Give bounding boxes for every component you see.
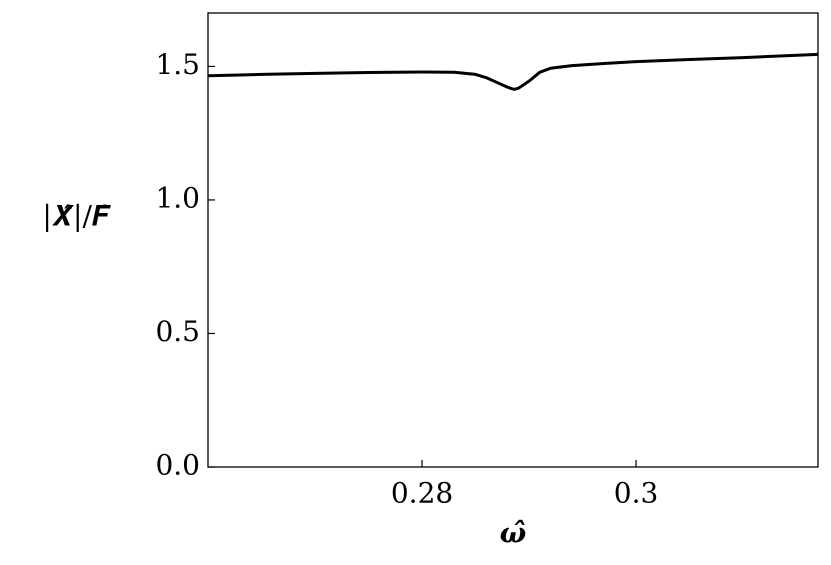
y-axis-label: |𝑿̂|/𝑭̂ <box>42 200 110 233</box>
x-axis-label: ω̂ <box>500 517 527 550</box>
x-tick-label: 0.28 <box>391 477 453 510</box>
y-tick-label: 0.5 <box>155 315 200 348</box>
y-tick-label: 1.5 <box>155 48 200 81</box>
x-tick-label: 0.3 <box>614 477 659 510</box>
y-tick-label: 1.0 <box>155 181 200 214</box>
plot-frame <box>207 12 819 468</box>
data-line <box>207 52 819 91</box>
y-tick-label: 0.0 <box>155 449 200 482</box>
